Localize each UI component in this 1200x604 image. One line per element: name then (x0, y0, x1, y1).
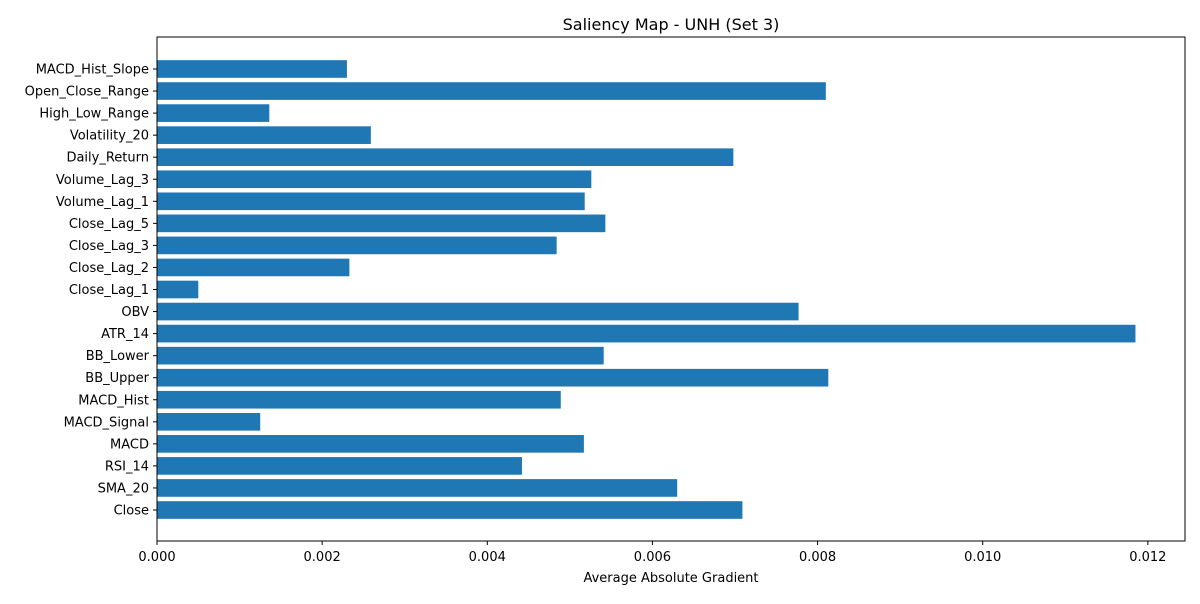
y-tick-label: SMA_20 (98, 481, 149, 496)
x-tick-label: 0.012 (1129, 550, 1166, 565)
bar-obv (157, 302, 799, 321)
y-tick-label: Volatility_20 (70, 129, 149, 144)
y-tick-label: BB_Upper (85, 371, 149, 386)
y-tick-label: OBV (121, 305, 149, 320)
y-tick-label: MACD (110, 437, 149, 452)
y-tick-label: High_Low_Range (39, 107, 149, 122)
bar-close-lag-3 (157, 236, 557, 255)
bar-close-lag-1 (157, 280, 199, 299)
y-tick-label: ATR_14 (101, 327, 149, 342)
x-tick-label: 0.006 (634, 550, 671, 565)
x-axis: 0.000 0.002 0.004 0.006 0.008 0.010 0.012 (138, 541, 1166, 565)
bar-bb-upper (157, 368, 829, 387)
bar-atr-14 (157, 324, 1136, 343)
bar-macd-hist (157, 390, 561, 409)
y-tick-label: MACD_Signal (64, 415, 149, 430)
y-tick-label: Volume_Lag_1 (56, 195, 149, 210)
bar-high-low-range (157, 104, 270, 122)
x-tick-label: 0.004 (469, 550, 506, 565)
y-tick-label: Volume_Lag_3 (56, 173, 149, 188)
bar-daily-return (157, 148, 734, 167)
y-tick-label: BB_Lower (86, 349, 150, 364)
x-tick-label: 0.010 (964, 550, 1001, 565)
y-tick-label: Close_Lag_3 (69, 239, 149, 254)
x-tick-label: 0.000 (138, 550, 175, 565)
bar-sma-20 (157, 479, 678, 497)
y-tick-label: Close_Lag_5 (69, 217, 149, 232)
bar-open-close-range (157, 82, 826, 100)
y-axis: Close SMA_20 RSI_14 MACD MACD_Signal MACD_His… (25, 63, 157, 519)
bar-bb-lower (157, 346, 604, 365)
y-tick-label: Close (114, 504, 149, 519)
chart-title: Saliency Map - UNH (Set 3) (563, 15, 780, 34)
bar-macd-signal (157, 412, 261, 431)
y-tick-label: Close_Lag_2 (69, 261, 149, 276)
bar-close-lag-2 (157, 258, 350, 277)
plot-frame (156, 36, 1186, 542)
bar-macd (157, 435, 584, 453)
bar-rsi-14 (157, 457, 522, 475)
bar-macd-hist-slope (157, 60, 347, 78)
bar-volatility-20 (157, 126, 371, 144)
y-tick-label: Open_Close_Range (25, 85, 149, 100)
y-tick-label: RSI_14 (105, 459, 149, 474)
x-tick-label: 0.008 (799, 550, 836, 565)
bar-close (157, 501, 743, 519)
bars-group (157, 60, 1136, 519)
y-tick-label: MACD_Hist_Slope (36, 63, 149, 78)
x-tick-label: 0.002 (304, 550, 341, 565)
y-tick-label: Close_Lag_1 (69, 283, 149, 298)
y-tick-label: MACD_Hist (78, 393, 149, 408)
bar-close-lag-5 (157, 214, 606, 233)
x-axis-label: Average Absolute Gradient (583, 571, 758, 586)
bar-volume-lag-1 (157, 192, 585, 211)
bar-volume-lag-3 (157, 170, 592, 189)
y-tick-label: Daily_Return (66, 151, 149, 166)
